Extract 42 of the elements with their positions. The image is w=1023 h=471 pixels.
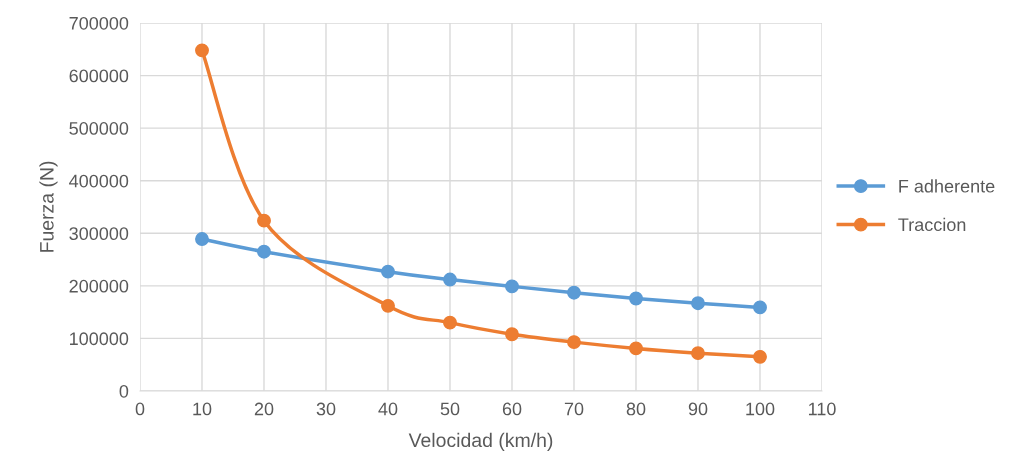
x-tick-label: 10 — [193, 402, 212, 416]
point — [257, 244, 271, 259]
x-tick-label: 40 — [378, 402, 398, 416]
point — [753, 300, 767, 315]
point — [753, 349, 767, 364]
x-tick-label: 30 — [316, 402, 336, 416]
x-tick-label: 100 — [746, 402, 775, 416]
point — [443, 272, 457, 287]
point — [505, 279, 519, 294]
x-tick-label: 60 — [502, 402, 522, 416]
y-tick-label: 400000 — [69, 174, 129, 188]
x-tick-label: 80 — [626, 402, 646, 416]
point — [691, 296, 705, 311]
point — [195, 232, 209, 247]
legend-label: Traccion — [898, 217, 966, 232]
point — [381, 264, 395, 279]
y-tick-label: 100000 — [70, 332, 129, 346]
x-tick-label: 50 — [440, 402, 460, 416]
x-tick-label: 0 — [135, 402, 145, 416]
legend-label: F adherente — [899, 179, 995, 193]
point — [257, 213, 271, 228]
x-tick-label: 70 — [564, 402, 584, 416]
point — [381, 298, 395, 313]
x-tick-label: 110 — [808, 402, 836, 416]
point — [691, 346, 705, 361]
point — [567, 285, 581, 300]
y-tick-label: 500000 — [69, 122, 129, 135]
y-axis-title: Fuerza (N) — [39, 161, 58, 252]
point — [629, 341, 643, 356]
y-tick-label: 300000 — [69, 227, 129, 241]
y-tick-label: 600000 — [69, 69, 129, 83]
x-tick-label: 20 — [254, 402, 274, 416]
x-axis-title: Velocidad (km/h) — [408, 432, 553, 451]
point — [505, 327, 519, 342]
point — [443, 315, 457, 330]
y-tick-label: 200000 — [69, 279, 129, 293]
y-tick-label: 0 — [119, 384, 129, 398]
x-tick-label: 90 — [688, 402, 708, 416]
point — [629, 291, 643, 306]
y-tick-label: 700000 — [69, 16, 129, 30]
point — [567, 335, 581, 350]
point — [195, 43, 209, 58]
